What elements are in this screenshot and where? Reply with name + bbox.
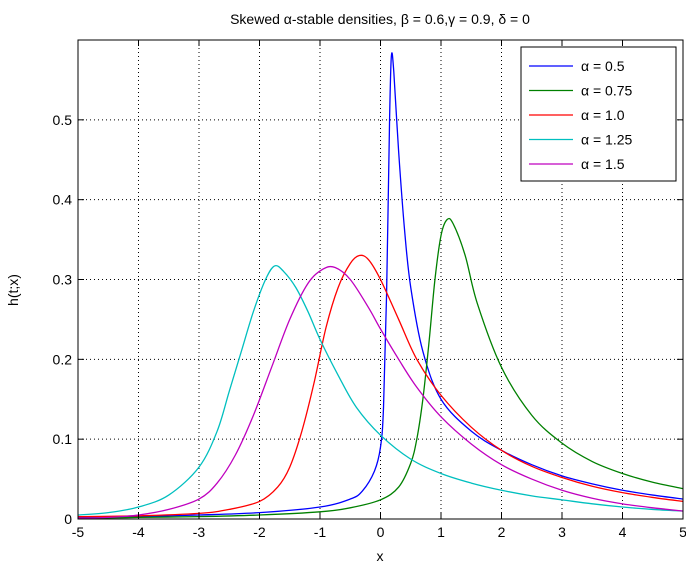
- x-tick-label: -1: [314, 524, 327, 540]
- y-tick-label: 0.3: [53, 272, 73, 288]
- x-tick-label: 0: [377, 524, 385, 540]
- series-line-1: [77, 52, 684, 519]
- legend-label-2: α = 0.75: [581, 83, 633, 99]
- y-tick-label: 0: [64, 511, 72, 527]
- x-tick-label: 1: [437, 524, 445, 540]
- x-tick-label: -2: [253, 524, 266, 540]
- x-tick-label: 2: [498, 524, 506, 540]
- series-line-2: [77, 217, 684, 519]
- y-tick-label: 0.1: [53, 431, 73, 447]
- series-line-4: [77, 264, 684, 516]
- x-axis-label: x: [377, 548, 384, 564]
- x-tick-label: -5: [72, 524, 85, 540]
- legend-label-3: α = 1.0: [581, 107, 625, 123]
- ticks: -5 -4 -3 -2 -1 0 1 2 3 4 5 0 0.1 0.2 0.3 0.4 0.5: [53, 40, 686, 540]
- series-line-5: [77, 265, 684, 519]
- legend-label-5: α = 1.5: [581, 156, 625, 172]
- legend-label-1: α = 0.5: [581, 58, 625, 74]
- y-axis-label: h(t;x): [5, 274, 21, 306]
- x-tick-label: 4: [619, 524, 627, 540]
- legend-box: [520, 46, 677, 182]
- y-tick-label: 0.4: [53, 192, 73, 208]
- x-tick-label: 5: [679, 524, 686, 540]
- legend: α = 0.5 α = 0.75 α = 1.0 α = 1.25 α = 1.5: [520, 46, 677, 182]
- x-tick-label: -3: [193, 524, 206, 540]
- x-tick-label: -4: [132, 524, 145, 540]
- series-lines: [77, 52, 684, 519]
- legend-label-4: α = 1.25: [581, 132, 633, 148]
- y-tick-label: 0.5: [53, 112, 73, 128]
- series-line-3: [77, 254, 684, 518]
- y-tick-label: 0.2: [53, 351, 73, 367]
- chart-title: Skewed α-stable densities, β = 0.6,γ = 0…: [230, 11, 530, 27]
- x-tick-label: 3: [558, 524, 566, 540]
